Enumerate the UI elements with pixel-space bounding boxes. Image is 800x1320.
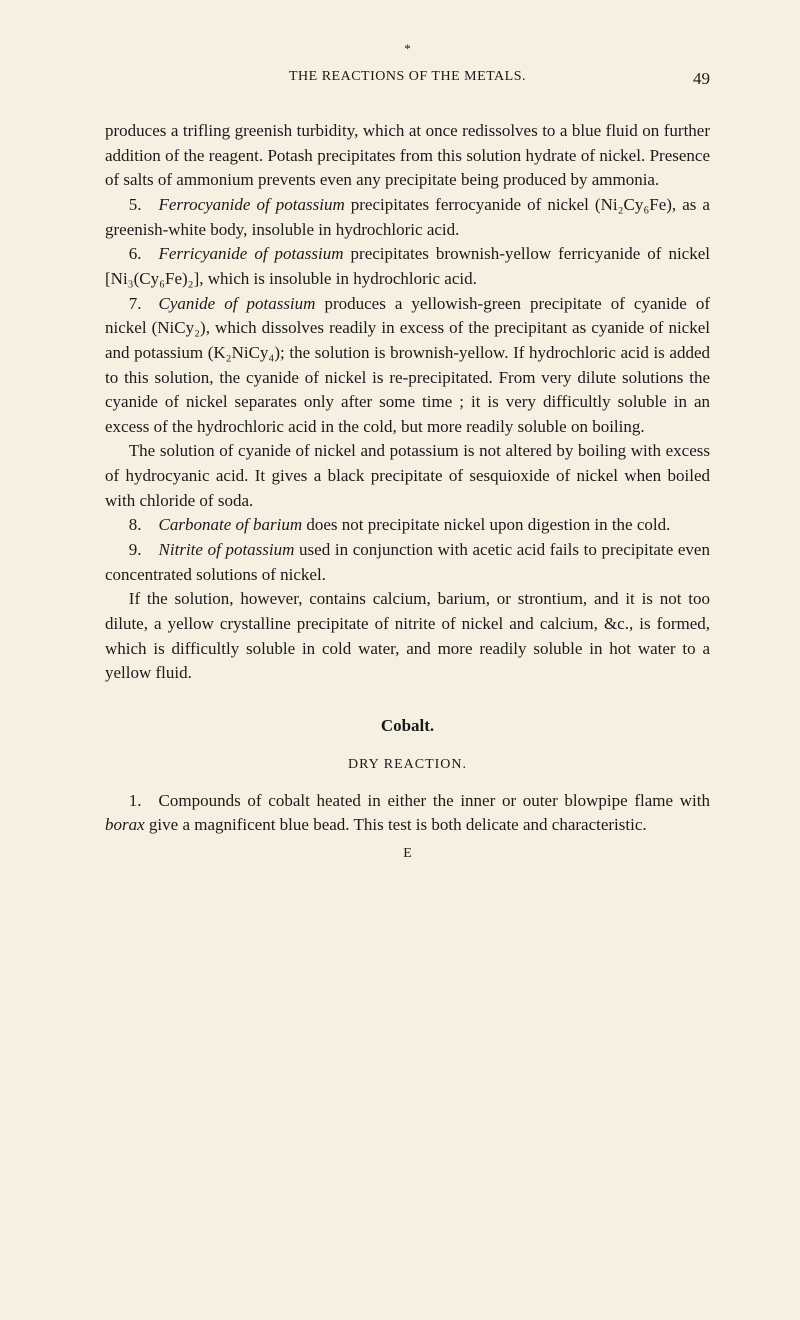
- page-number: 49: [693, 67, 710, 92]
- item-num-7: 7.: [129, 294, 159, 313]
- signature-mark: E: [105, 844, 710, 864]
- item-num-6: 6.: [129, 244, 159, 263]
- text-8: does not precipitate nickel upon digesti…: [302, 515, 670, 534]
- cobalt-item-1b: give a magnificent blue bead. This test …: [145, 815, 647, 834]
- text-7: produces a yellowish-green precipitate o…: [105, 294, 710, 436]
- term-borax: borax: [105, 815, 145, 834]
- item-num-9: 9.: [129, 540, 159, 559]
- cobalt-heading: Cobalt.: [105, 714, 710, 739]
- item-num-8: 8.: [129, 515, 159, 534]
- top-marker: *: [105, 40, 710, 59]
- term-ferrocyanide: Ferrocyanide of potassium: [159, 195, 345, 214]
- paragraph-6: 6. Ferricyanide of potassium precipitate…: [105, 242, 710, 291]
- cobalt-item-1a: 1. Compounds of cobalt heated in either …: [129, 791, 710, 810]
- term-cyanide: Cyanide of potassium: [159, 294, 316, 313]
- page-header: THE REACTIONS OF THE METALS. 49: [105, 67, 710, 87]
- paragraph-5: 5. Ferrocyanide of potassium precipitate…: [105, 193, 710, 242]
- paragraph-7: 7. Cyanide of potassium produces a yello…: [105, 292, 710, 440]
- paragraph-7b: The solution of cyanide of nickel and po…: [105, 439, 710, 513]
- running-title: THE REACTIONS OF THE METALS.: [289, 67, 526, 87]
- paragraph-9: 9. Nitrite of potassium used in conjunct…: [105, 538, 710, 587]
- term-ferricyanide: Ferricyanide of potassium: [159, 244, 344, 263]
- cobalt-paragraph-1: 1. Compounds of cobalt heated in either …: [105, 789, 710, 838]
- dry-reaction-heading: DRY REACTION.: [105, 755, 710, 775]
- paragraph-9b: If the solution, however, contains calci…: [105, 587, 710, 686]
- item-num-5: 5.: [129, 195, 159, 214]
- paragraph-1: produces a trifling greenish turbidity, …: [105, 119, 710, 193]
- term-nitrite: Nitrite of potassium: [159, 540, 295, 559]
- term-carbonate: Carbonate of barium: [159, 515, 303, 534]
- paragraph-8: 8. Carbonate of barium does not precipit…: [105, 513, 710, 538]
